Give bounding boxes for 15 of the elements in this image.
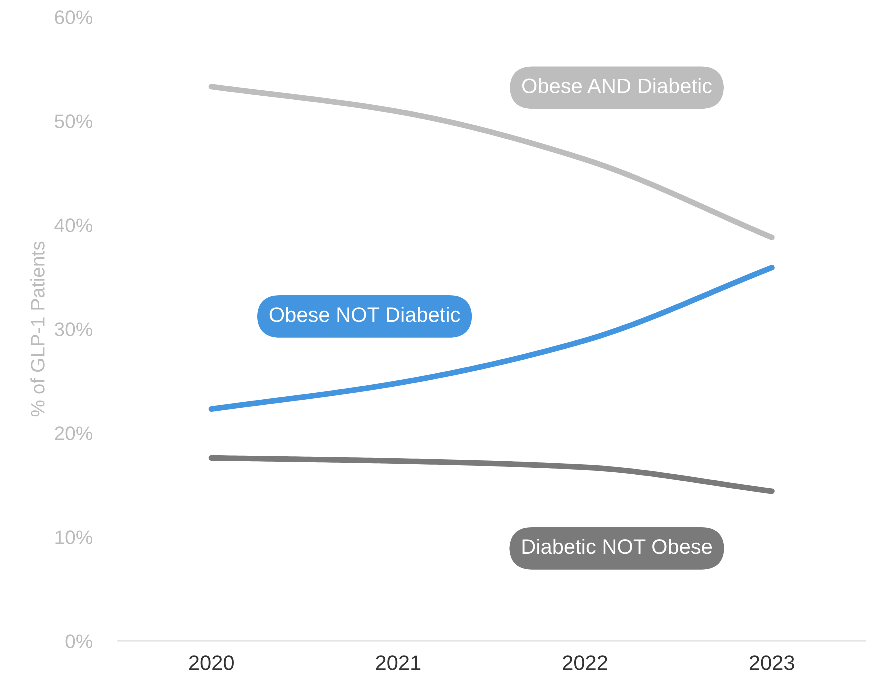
x-tick-label: 2023 [750,656,794,670]
x-tick-label: 2022 [563,656,608,670]
y-tick-label: 0% [66,634,92,648]
text: Diabetic NOT Obese [522,538,712,554]
y-axis-title: % of GLP-1 Patients [30,242,45,417]
text: Obese NOT Diabetic [270,307,460,322]
y-tick-label: 60% [55,10,92,24]
y-tick-label: 10% [56,530,92,544]
text: Obese AND Diabetic [522,78,712,94]
y-tick-label: 50% [55,114,92,128]
x-tick-label: 2021 [376,656,421,670]
x-tick-label: 2020 [189,656,234,670]
y-tick-label: 30% [55,322,92,336]
y-tick-label: 40% [54,218,92,232]
y-tick-label: 20% [55,426,92,440]
